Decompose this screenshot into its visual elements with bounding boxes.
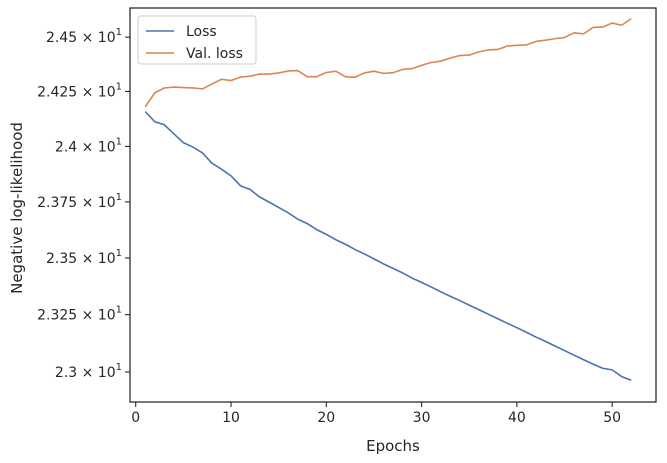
y-tick-label: 2.35 × 101 <box>46 248 122 267</box>
x-tick-label: 40 <box>508 410 526 426</box>
y-axis: 2.3 × 101 2.325 × 101 2.35 × 101 2.375 × 10… <box>37 27 130 381</box>
x-axis-label: Epochs <box>366 437 420 455</box>
y-tick-label: 2.4 × 101 <box>55 136 122 155</box>
series-line-loss <box>144 111 632 382</box>
legend-label: Val. loss <box>186 46 243 62</box>
x-tick-label: 20 <box>317 410 335 426</box>
y-tick-label: 2.425 × 101 <box>37 81 122 100</box>
legend: Loss Val. loss <box>137 15 257 65</box>
x-tick-label: 50 <box>603 410 621 426</box>
legend-label: Loss <box>186 24 217 40</box>
x-tick-label: 0 <box>131 410 140 426</box>
y-tick-label: 2.375 × 101 <box>37 192 122 211</box>
series-line-val-loss <box>144 18 632 108</box>
x-axis: 0 10 20 30 40 50 <box>131 402 621 426</box>
y-tick-label: 2.45 × 101 <box>46 27 122 46</box>
plot-area <box>144 18 632 382</box>
x-tick-label: 10 <box>222 410 240 426</box>
y-axis-label: Negative log-likelihood <box>8 122 26 294</box>
x-tick-label: 30 <box>413 410 431 426</box>
y-tick-label: 2.3 × 101 <box>55 362 122 381</box>
y-tick-label: 2.325 × 101 <box>37 305 122 324</box>
axes-frame <box>129 7 657 403</box>
legend-box <box>137 15 257 65</box>
